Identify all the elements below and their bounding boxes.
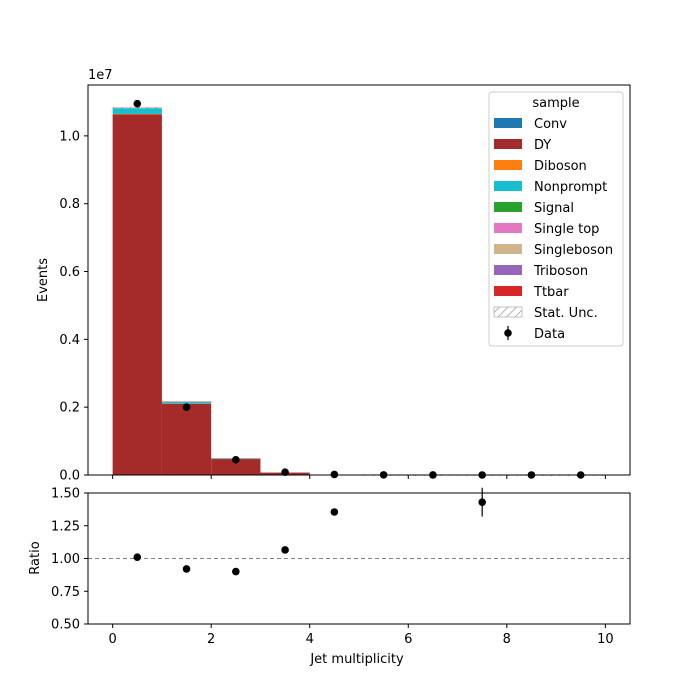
- bar-diboson-bin-0: [112, 113, 162, 115]
- main-y-tick-label-5: 1.0: [59, 129, 80, 144]
- legend-data-marker: [504, 329, 512, 337]
- legend-swatch-ttbar: [494, 286, 522, 296]
- ratio-x-tick-label-3: 6: [404, 632, 412, 647]
- ratio-y-tick-label-3: 1.25: [51, 519, 80, 534]
- bar-nonprompt-bin-1: [161, 401, 212, 404]
- main-y-tick-label-3: 0.6: [59, 265, 80, 280]
- ratio-point-4: [330, 508, 339, 516]
- stat-unc-band-bin-0: [112, 106, 162, 109]
- data-point-4: [330, 470, 339, 479]
- main-y-ticks: 0.0 0.2 0.4 0.6 0.8 1.0: [59, 129, 88, 484]
- bar-nonprompt-bin-0: [112, 108, 162, 114]
- ratio-x-ticks: 0 2 4 6 8 10: [108, 624, 614, 647]
- legend-swatch-conv: [494, 118, 522, 128]
- ratio-x-tick-label-5: 10: [597, 632, 614, 647]
- legend-label-dy: DY: [534, 138, 551, 153]
- legend-label-stat-unc: Stat. Unc.: [534, 306, 598, 321]
- legend-label-diboson: Diboson: [534, 159, 587, 174]
- legend-swatch-singleboson: [494, 244, 522, 254]
- main-plot-panel: 0.0 0.2 0.4 0.6 0.8 1.0 1e7 Events sample Con…: [36, 68, 631, 484]
- ratio-points: [133, 487, 486, 576]
- main-y-tick-label-2: 0.4: [59, 333, 80, 348]
- ratio-y-axis-label: Ratio: [28, 541, 43, 574]
- legend-swatch-signal: [494, 202, 522, 212]
- main-y-tick-label-1: 0.2: [59, 401, 80, 416]
- bar-dy-bin-1: [161, 403, 212, 475]
- legend-swatch-stat-unc: [493, 306, 523, 318]
- data-point-0: [133, 99, 142, 108]
- ratio-y-ticks: 0.50 0.75 1.00 1.25 1.50: [51, 487, 88, 633]
- legend-entries: Conv DY Diboson Nonprompt Signal Single top Si…: [493, 117, 613, 342]
- legend-label-data: Data: [534, 327, 565, 342]
- legend-title: sample: [532, 96, 579, 111]
- ratio-y-tick-label-4: 1.50: [51, 487, 80, 502]
- ratio-point-3: [281, 546, 289, 554]
- stat-unc-band-bin-1: [161, 401, 212, 403]
- ratio-y-tick-label-1: 0.75: [51, 585, 80, 600]
- offset-text: 1e7: [88, 68, 113, 83]
- ratio-point-0: [133, 553, 142, 561]
- ratio-x-tick-label-4: 8: [503, 632, 511, 647]
- legend-label-ttbar: Ttbar: [533, 285, 569, 300]
- legend-label-singleboson: Singleboson: [534, 243, 613, 258]
- main-y-axis-label: Events: [36, 258, 51, 302]
- legend-label-triboson: Triboson: [533, 264, 588, 279]
- ratio-y-tick-label-2: 1.00: [51, 552, 80, 567]
- ratio-plot-frame: [87, 492, 631, 625]
- main-y-tick-label-4: 0.8: [59, 197, 80, 212]
- legend-swatch-single-top: [494, 223, 522, 233]
- main-plot-frame: [87, 84, 631, 476]
- main-x-ticks: [112, 475, 606, 479]
- legend-frame: [488, 91, 624, 347]
- legend-swatch-nonprompt: [494, 181, 522, 191]
- x-axis-label: Jet multiplicity: [309, 652, 404, 667]
- legend-label-conv: Conv: [534, 117, 567, 132]
- data-point-1: [182, 403, 191, 411]
- ratio-point-5: [478, 498, 486, 506]
- ratio-point-2: [232, 567, 240, 576]
- ratio-plot-panel: 0.50 0.75 1.00 1.25 1.50 0 2 4 6 8 10 Ratio Jet m…: [28, 487, 631, 667]
- data-point-3: [281, 468, 289, 477]
- ratio-x-tick-label-1: 2: [207, 632, 215, 647]
- legend-swatch-diboson: [494, 160, 522, 170]
- legend: sample Conv DY Diboson Nonprompt Signal Singl…: [488, 91, 624, 347]
- data-point-2: [232, 455, 240, 464]
- ratio-x-tick-label-0: 0: [108, 632, 116, 647]
- legend-label-nonprompt: Nonprompt: [534, 180, 607, 195]
- bar-dy-bin-0: [112, 114, 162, 475]
- ratio-y-tick-label-0: 0.50: [51, 618, 80, 633]
- bar-dy-bin-2: [211, 459, 261, 475]
- legend-label-signal: Signal: [534, 201, 574, 216]
- ratio-x-tick-label-2: 4: [306, 632, 314, 647]
- ratio-point-1: [182, 565, 191, 573]
- legend-swatch-dy: [494, 139, 522, 149]
- main-y-tick-label-0: 0.0: [59, 469, 80, 484]
- legend-label-single-top: Single top: [534, 222, 599, 237]
- legend-swatch-triboson: [494, 265, 522, 275]
